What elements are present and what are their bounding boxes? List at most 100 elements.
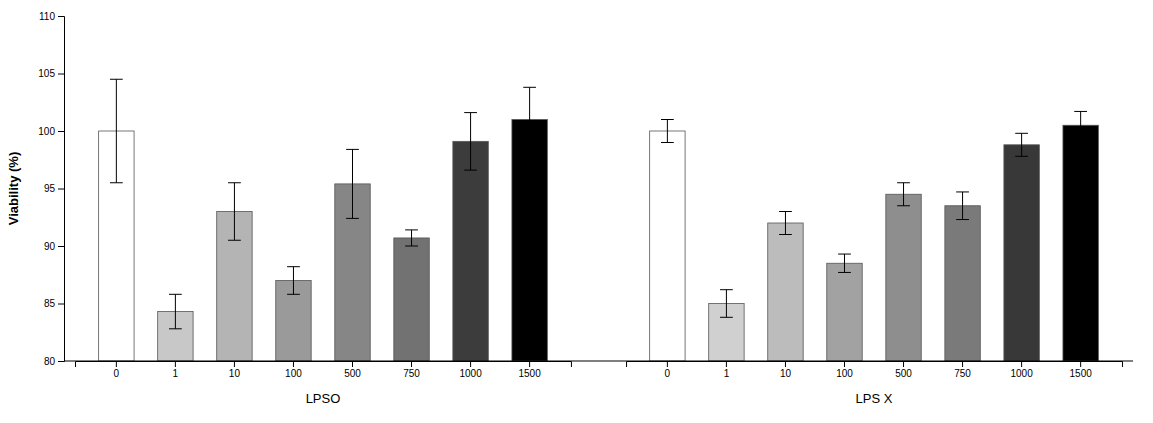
x-tick: 500: [895, 361, 912, 379]
error-bar-cap: [1015, 133, 1028, 134]
x-tick: 100: [285, 361, 302, 379]
y-tick-mark: [58, 16, 64, 17]
x-tick: 750: [403, 361, 420, 379]
x-tick-label: 10: [229, 368, 241, 379]
y-tick-label: 90: [44, 241, 56, 252]
x-axis: 0 1 10 100 500 750 1000 1500: [76, 361, 572, 379]
error-bar-cap: [720, 289, 733, 290]
error-bar: [169, 294, 182, 329]
bar-group: [99, 79, 548, 361]
x-tick-mark: [116, 361, 117, 367]
error-bar-cap: [464, 112, 477, 113]
error-bar-cap: [346, 149, 359, 150]
x-tick-label: 100: [285, 368, 302, 379]
y-tick: 95: [44, 183, 64, 194]
bar: [1063, 125, 1098, 361]
y-tick-mark: [58, 189, 64, 190]
error-bar-stem: [1021, 133, 1022, 156]
error-bar-cap: [464, 170, 477, 171]
x-tick-label: 0: [114, 368, 120, 379]
error-bar-cap: [956, 219, 969, 220]
bar: [886, 194, 921, 361]
y-tick-label: 80: [44, 356, 56, 367]
error-bar: [720, 290, 733, 318]
error-bar-stem: [785, 212, 786, 235]
x-tick-mark: [1080, 361, 1081, 367]
x-tick-mark: [529, 361, 530, 367]
error-bar: [1074, 111, 1087, 139]
y-tick-mark: [58, 74, 64, 75]
error-bar-cap: [228, 182, 241, 183]
error-bar: [838, 254, 851, 272]
bar: [827, 263, 862, 361]
x-tick-mark: [293, 361, 294, 367]
x-tick-mark: [726, 361, 727, 367]
error-bar: [661, 120, 674, 143]
error-bar-stem: [411, 230, 412, 246]
error-bar-cap: [720, 317, 733, 318]
bar: [394, 238, 429, 361]
error-bar-stem: [903, 183, 904, 206]
error-bar-cap: [1074, 111, 1087, 112]
x-tick-label: 1500: [1070, 368, 1093, 379]
error-bar: [228, 183, 241, 241]
x-tick: 750: [954, 361, 971, 379]
error-bar-stem: [175, 294, 176, 329]
error-bar-stem: [726, 290, 727, 318]
chart: 80859095100105110Viability (%)0110100500…: [0, 0, 1153, 423]
x-tick-mark: [411, 361, 412, 367]
x-tick-mark: [470, 361, 471, 367]
error-bar-stem: [293, 267, 294, 295]
error-bar-cap: [779, 211, 792, 212]
error-bar-cap: [523, 151, 536, 152]
error-bar-cap: [405, 229, 418, 230]
error-bar-cap: [1074, 139, 1087, 140]
x-tick-label: 1500: [518, 368, 541, 379]
bar: [512, 120, 547, 362]
plot: 80859095100105110Viability (%)0110100500…: [6, 11, 1133, 406]
error-bar-cap: [169, 328, 182, 329]
error-bar: [956, 192, 969, 220]
error-bar: [523, 87, 536, 151]
x-tick: 1000: [459, 361, 482, 379]
x-tick-label: 750: [403, 368, 420, 379]
x-tick: 100: [836, 361, 853, 379]
group-label: LPS X: [856, 391, 893, 406]
x-tick-label: 1000: [1010, 368, 1033, 379]
x-tick: 0: [665, 361, 671, 379]
bar-group: [650, 111, 1099, 361]
x-tick-label: 1000: [459, 368, 482, 379]
x-tick-mark: [1021, 361, 1022, 367]
x-tick: 500: [344, 361, 361, 379]
y-tick: 100: [38, 126, 64, 137]
error-bar-cap: [661, 119, 674, 120]
y-axis: 80859095100105110: [38, 11, 64, 367]
error-bar-stem: [234, 183, 235, 241]
error-bar-cap: [1015, 156, 1028, 157]
error-bar-stem: [116, 79, 117, 183]
error-bar-stem: [844, 254, 845, 272]
x-tick: 1: [724, 361, 730, 379]
x-axis: 0 1 10 100 500 750 1000 1500: [627, 361, 1123, 379]
y-tick: 85: [44, 298, 64, 309]
y-tick-label: 105: [38, 68, 55, 79]
error-bar-cap: [287, 266, 300, 267]
error-bar-cap: [661, 142, 674, 143]
y-axis-line: [58, 17, 65, 362]
x-tick-label: 500: [895, 368, 912, 379]
x-tick-mark: [234, 361, 235, 367]
error-bar-cap: [169, 294, 182, 295]
error-bar-cap: [838, 272, 851, 273]
error-bar: [464, 113, 477, 171]
x-tick: 1: [173, 361, 179, 379]
error-bar-cap: [779, 234, 792, 235]
bar: [768, 223, 803, 361]
y-tick: 105: [38, 68, 64, 79]
x-tick: 10: [780, 361, 792, 379]
x-tick: 0: [114, 361, 120, 379]
x-tick: 1000: [1010, 361, 1033, 379]
error-bar: [897, 183, 910, 206]
x-tick-label: 10: [780, 368, 792, 379]
x-tick-mark: [785, 361, 786, 367]
bar: [1004, 145, 1039, 361]
